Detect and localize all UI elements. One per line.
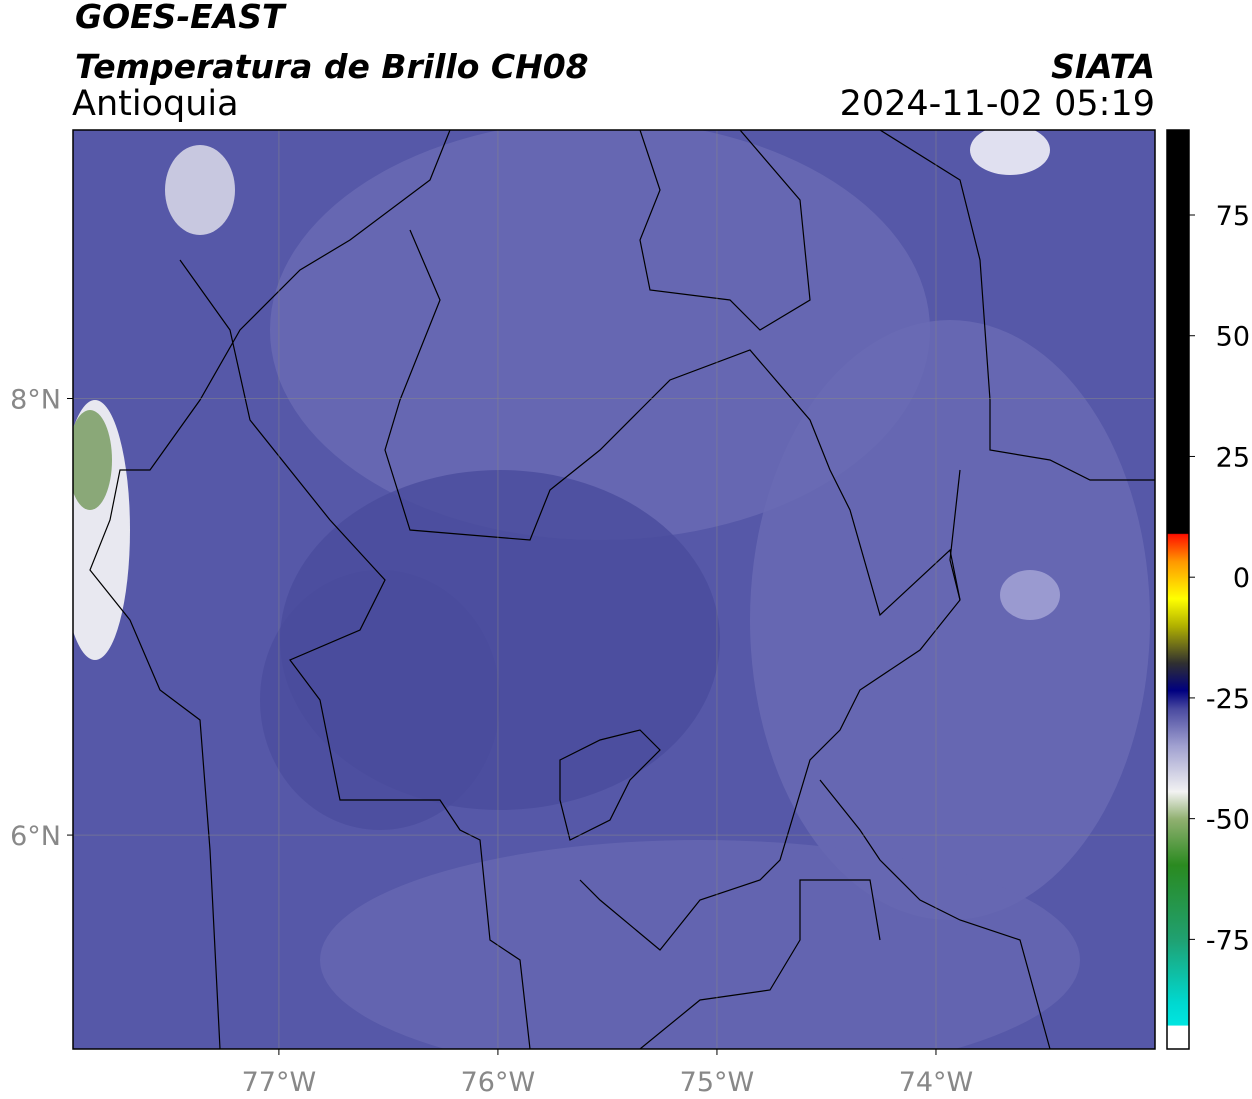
grid (73, 130, 1155, 1049)
colorbar-tick-label: -50 (1206, 805, 1250, 836)
map-field (73, 130, 1155, 1049)
x-tick-label: 76°W (461, 1067, 536, 1098)
colorbar-tick-label: -75 (1206, 925, 1250, 956)
source: SIATA (1051, 47, 1155, 86)
colorbar (1166, 129, 1190, 1050)
map-frame (72, 129, 1156, 1050)
y-tick-label: 8°N (10, 384, 61, 415)
colorbar-tick-label: -25 (1206, 684, 1250, 715)
title: GOES-EAST (75, 0, 287, 36)
colorbar-tick-label: 25 (1216, 442, 1250, 473)
x-tick-label: 74°W (899, 1067, 974, 1098)
colorbar-tick-label: 75 (1216, 201, 1250, 232)
colorbar-tick-label: 50 (1216, 322, 1250, 353)
timestamp: 2024-11-02 05:19 (840, 84, 1155, 124)
x-tick-label: 77°W (242, 1067, 317, 1098)
x-tick-label: 75°W (680, 1067, 755, 1098)
y-tick-label: 6°N (10, 821, 61, 852)
region: Antioquia (72, 84, 239, 124)
subtitle: Temperatura de Brillo CH08 (75, 47, 589, 86)
colorbar-tick-label: 0 (1233, 563, 1250, 594)
